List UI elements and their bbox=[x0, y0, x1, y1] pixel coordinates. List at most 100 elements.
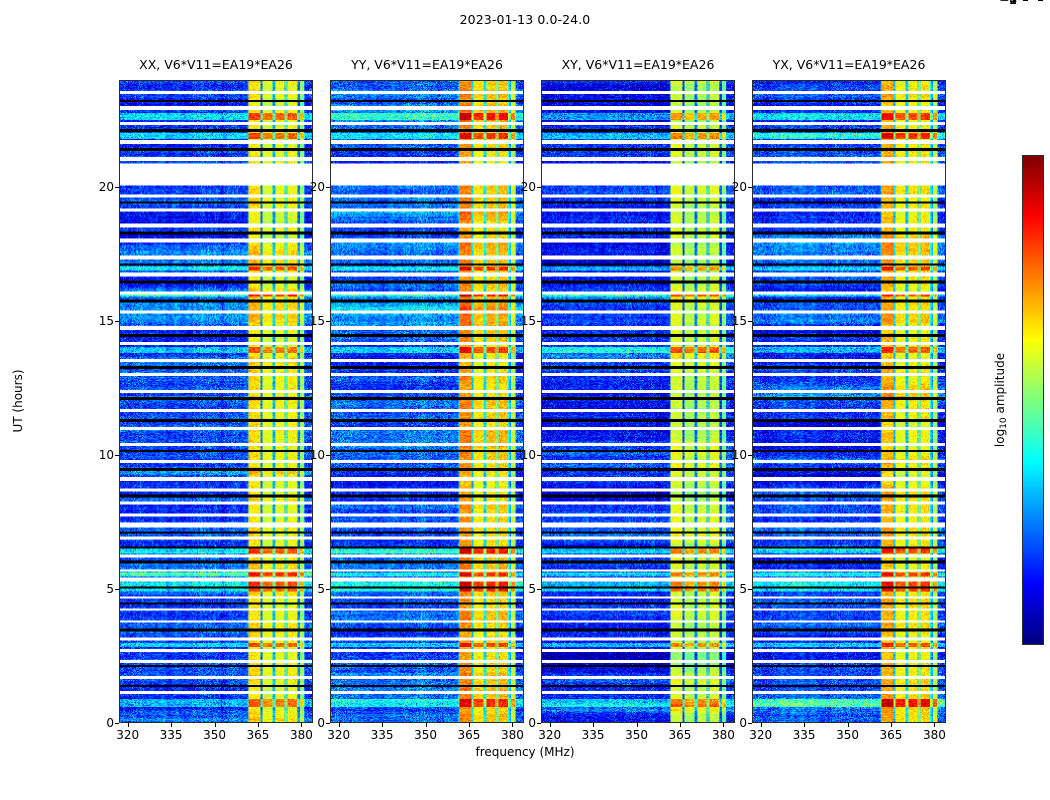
x-tick-mark bbox=[679, 723, 681, 727]
panel-xx: XX, V6*V11=EA19*EA26 0 5 10 15 20 320 335 350 365… bbox=[99, 57, 313, 742]
x-tick-mark bbox=[257, 723, 259, 727]
x-tick-label: 335 bbox=[581, 728, 605, 742]
x-tick-mark bbox=[338, 723, 340, 727]
waterfall-image-yx[interactable] bbox=[752, 80, 946, 723]
y-tick-label: 20 bbox=[98, 180, 114, 195]
x-tick-label: 380 bbox=[711, 728, 735, 742]
panel-title-xy: XY, V6*V11=EA19*EA26 bbox=[561, 57, 715, 72]
y-tick-mark bbox=[326, 455, 330, 457]
x-tick-label: 320 bbox=[538, 728, 562, 742]
y-tick-label: 5 bbox=[106, 582, 114, 597]
x-tick-mark bbox=[425, 723, 427, 727]
y-tick-label: 15 bbox=[98, 314, 114, 329]
panel-xy: XY, V6*V11=EA19*EA26 0 5 10 15 20 320 335 350 365… bbox=[521, 57, 735, 742]
y-tick-label: 20 bbox=[731, 180, 747, 195]
x-tick-mark bbox=[593, 723, 595, 727]
y-tick-label: 15 bbox=[520, 314, 536, 329]
y-tick-mark bbox=[537, 455, 541, 457]
x-tick-mark bbox=[636, 723, 638, 727]
y-tick-mark bbox=[537, 321, 541, 323]
y-tick-label: 20 bbox=[309, 180, 325, 195]
colorbar-label: log10 amplitude bbox=[993, 352, 1009, 447]
waterfall-image-yy[interactable] bbox=[330, 80, 524, 723]
y-tick-mark bbox=[748, 187, 752, 189]
y-tick-mark bbox=[537, 187, 541, 189]
x-tick-label: 365 bbox=[668, 728, 692, 742]
colorbar-tick-label: −3 bbox=[999, 0, 1017, 7]
y-tick-label: 10 bbox=[98, 448, 114, 463]
x-axis-label: frequency (MHz) bbox=[475, 745, 575, 759]
x-tick-mark bbox=[301, 723, 303, 727]
x-tick-mark bbox=[468, 723, 470, 727]
colorbar-tick-label: 0 bbox=[1009, 0, 1017, 7]
x-tick-mark bbox=[890, 723, 892, 727]
x-tick-label: 335 bbox=[370, 728, 394, 742]
x-tick-label: 335 bbox=[792, 728, 816, 742]
colorbar-label-sub: 10 bbox=[999, 417, 1009, 429]
x-tick-label: 335 bbox=[159, 728, 183, 742]
y-tick-mark bbox=[748, 723, 752, 724]
x-tick-label: 350 bbox=[414, 728, 437, 742]
colorbar-tick-label: −1 bbox=[999, 0, 1017, 7]
colorbar-tick-label: −2 bbox=[999, 0, 1017, 7]
y-tick-label: 0 bbox=[528, 716, 536, 730]
x-tick-mark bbox=[171, 723, 173, 727]
x-tick-label: 380 bbox=[922, 728, 946, 742]
y-tick-mark bbox=[326, 589, 330, 591]
figure-suptitle: 2023-01-13 0.0-24.0 bbox=[459, 12, 591, 27]
x-tick-mark bbox=[804, 723, 806, 727]
y-tick-label: 10 bbox=[309, 448, 325, 463]
y-tick-mark bbox=[115, 455, 119, 457]
y-axis-label: UT (hours) bbox=[11, 369, 25, 433]
x-tick-label: 350 bbox=[836, 728, 859, 742]
x-tick-mark bbox=[549, 723, 551, 727]
y-tick-label: 15 bbox=[309, 314, 325, 329]
y-tick-label: 0 bbox=[106, 716, 114, 730]
waterfall-image-xx[interactable] bbox=[119, 80, 313, 723]
y-tick-mark bbox=[115, 321, 119, 323]
y-tick-mark bbox=[537, 589, 541, 591]
y-tick-mark bbox=[748, 321, 752, 323]
colorbar-tick-label: 1 bbox=[1009, 0, 1017, 7]
x-tick-label: 320 bbox=[749, 728, 773, 742]
y-tick-mark bbox=[537, 723, 541, 724]
y-tick-mark bbox=[748, 589, 752, 591]
y-tick-label: 5 bbox=[317, 582, 325, 597]
colorbar-tick-label: −4 bbox=[999, 0, 1017, 7]
x-tick-label: 350 bbox=[625, 728, 648, 742]
x-tick-label: 350 bbox=[203, 728, 226, 742]
panel-yx: YX, V6*V11=EA19*EA26 0 5 10 15 20 320 335 350 365… bbox=[732, 57, 946, 742]
colorbar-tick-mark bbox=[1023, 0, 1028, 1]
colorbar-label-main: amplitude bbox=[993, 352, 1007, 414]
y-tick-mark bbox=[115, 723, 119, 724]
y-tick-label: 10 bbox=[731, 448, 747, 463]
colorbar-tick-mark bbox=[1038, 0, 1043, 1]
panel-title-yx: YX, V6*V11=EA19*EA26 bbox=[772, 57, 926, 72]
y-tick-mark bbox=[115, 589, 119, 591]
waterfall-image-xy[interactable] bbox=[541, 80, 735, 723]
y-tick-mark bbox=[115, 187, 119, 189]
x-tick-label: 365 bbox=[457, 728, 481, 742]
y-tick-mark bbox=[326, 321, 330, 323]
panel-yy: YY, V6*V11=EA19*EA26 0 5 10 15 20 320 335 350 365… bbox=[310, 57, 524, 742]
x-tick-mark bbox=[512, 723, 514, 727]
x-tick-label: 320 bbox=[327, 728, 351, 742]
x-tick-mark bbox=[723, 723, 725, 727]
y-tick-label: 15 bbox=[731, 314, 747, 329]
x-tick-mark bbox=[847, 723, 849, 727]
panel-title-xx: XX, V6*V11=EA19*EA26 bbox=[139, 57, 293, 72]
y-tick-mark bbox=[326, 187, 330, 189]
y-tick-label: 0 bbox=[739, 716, 747, 730]
colorbar[interactable] bbox=[1022, 155, 1044, 645]
x-tick-label: 320 bbox=[116, 728, 140, 742]
x-tick-label: 365 bbox=[879, 728, 903, 742]
x-tick-mark bbox=[760, 723, 762, 727]
x-tick-mark bbox=[934, 723, 936, 727]
x-tick-mark bbox=[214, 723, 216, 727]
panel-title-yy: YY, V6*V11=EA19*EA26 bbox=[351, 57, 503, 72]
x-tick-mark bbox=[382, 723, 384, 727]
x-tick-mark bbox=[127, 723, 129, 727]
x-tick-label: 365 bbox=[246, 728, 270, 742]
x-tick-label: 380 bbox=[500, 728, 524, 742]
